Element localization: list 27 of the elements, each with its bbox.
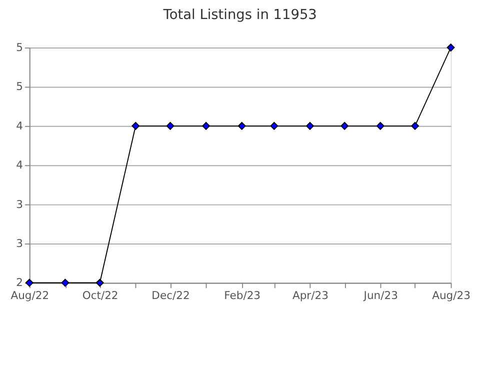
- point: [166, 122, 174, 130]
- y-tick-label: 3: [16, 198, 24, 211]
- point: [202, 122, 210, 130]
- point: [61, 278, 70, 287]
- chart-title: Total Listings in 11953: [162, 7, 317, 24]
- x-tick-label: Aug/23: [432, 288, 470, 302]
- point: [446, 44, 455, 52]
- point: [132, 122, 140, 130]
- y-tick-label: 3: [16, 236, 24, 250]
- point: [340, 122, 349, 130]
- y-tick-label: 5: [16, 40, 24, 54]
- x-tick-label: Dec/22: [152, 288, 190, 302]
- point: [96, 278, 104, 287]
- x-tick-label: Oct/22: [82, 288, 118, 302]
- point: [270, 122, 278, 130]
- point: [306, 122, 314, 130]
- point: [411, 122, 419, 130]
- x-tick-label: Apr/23: [292, 288, 328, 302]
- y-tick-label: 4: [16, 119, 24, 132]
- x-tick-label: Aug/22: [10, 288, 50, 302]
- point: [238, 122, 246, 130]
- y-tick-label: 2: [16, 276, 24, 290]
- point: [376, 122, 384, 130]
- x-tick-label: Jun/23: [362, 288, 398, 302]
- y-tick-label: 5: [16, 80, 24, 94]
- y-tick-label: 4: [16, 158, 24, 172]
- x-tick-label: Feb/23: [224, 288, 261, 302]
